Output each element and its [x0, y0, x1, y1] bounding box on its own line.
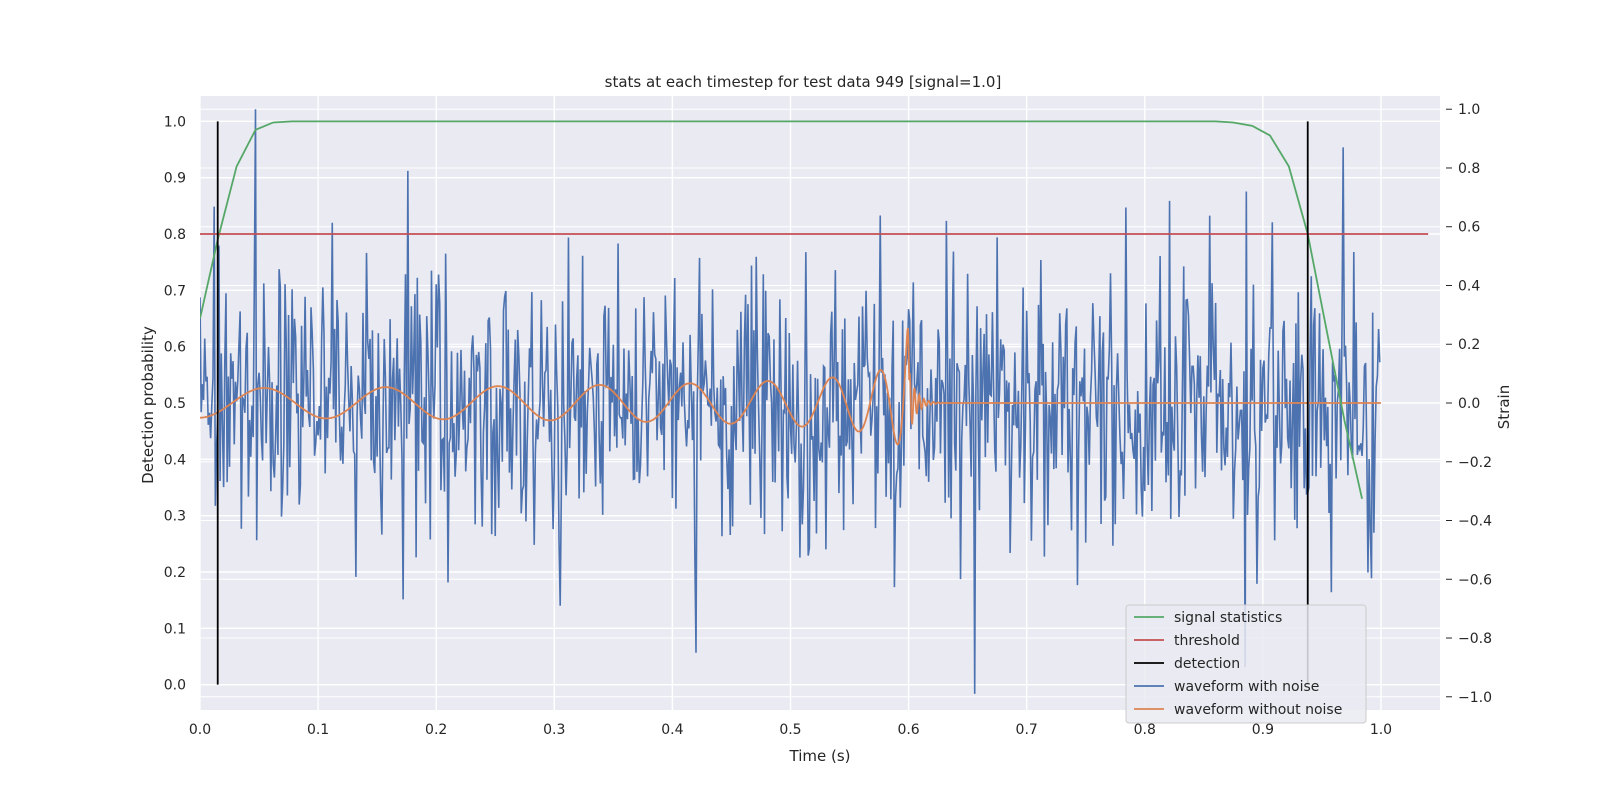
signal-statistics-line [200, 120, 1363, 499]
y-tick-label: 0.2 [164, 565, 186, 581]
y-tick-label: 0.4 [164, 452, 186, 468]
y-tick-label: 0.6 [164, 340, 186, 356]
legend-label: waveform with noise [1174, 679, 1319, 695]
legend-label: signal statistics [1174, 610, 1282, 626]
y2-tick-label: 0.8 [1458, 161, 1480, 177]
y2-tick-label: −1.0 [1458, 690, 1492, 706]
legend-box [1125, 604, 1367, 724]
x-tick-label: 0.4 [661, 722, 683, 738]
x-tick-label: 0.2 [425, 722, 447, 738]
legend-label: waveform without noise [1174, 702, 1342, 718]
y-tick-label: 1.0 [164, 114, 186, 130]
legend: signal statistics threshold detection wavef… [1125, 604, 1367, 724]
x-axis-label: Time (s) [789, 747, 851, 765]
x-tick-label: 0.9 [1252, 722, 1274, 738]
y-tick-label: 0.8 [164, 227, 186, 243]
y-tick-label: 0.7 [164, 283, 186, 299]
y-axis-left: 0.0 0.1 0.2 0.3 0.4 0.5 0.6 0.7 0.8 0.9 1.0 [164, 114, 186, 693]
y2-tick-label: −0.8 [1458, 631, 1492, 647]
y-tick-label: 0.0 [164, 678, 186, 694]
x-tick-label: 0.5 [779, 722, 801, 738]
x-axis: 0.0 0.1 0.2 0.3 0.4 0.5 0.6 0.7 0.8 0.9 1.0 [189, 722, 1392, 738]
x-tick-label: 1.0 [1370, 722, 1392, 738]
y2-tick-label: 0.2 [1458, 337, 1480, 353]
y2-tick-label: −0.4 [1458, 514, 1492, 530]
x-tick-label: 0.3 [543, 722, 565, 738]
x-tick-label: 0.0 [189, 722, 211, 738]
y-axis-label: Detection probability [139, 326, 157, 484]
y-tick-label: 0.9 [164, 171, 186, 187]
y2-tick-label: −0.2 [1458, 455, 1492, 471]
y2-tick-label: 0.6 [1458, 220, 1480, 236]
x-tick-label: 0.7 [1016, 722, 1038, 738]
x-tick-label: 0.6 [897, 722, 919, 738]
waveform-with-noise-line [200, 109, 1381, 694]
legend-label: threshold [1174, 633, 1240, 649]
chart-title: stats at each timestep for test data 949… [605, 73, 1002, 91]
y2-tick-label: 1.0 [1458, 102, 1480, 118]
legend-label: detection [1174, 656, 1240, 672]
y2-tick-label: 0.4 [1458, 278, 1480, 294]
x-tick-label: 0.1 [307, 722, 329, 738]
x-tick-label: 0.8 [1134, 722, 1156, 738]
y-axis-right: −1.0 −0.8 −0.6 −0.4 −0.2 0.0 0.2 0.4 0.6 0.8 1.0 [1446, 102, 1492, 706]
waveform-without-noise-line [200, 327, 1381, 446]
y-tick-label: 0.1 [164, 621, 186, 637]
y-tick-label: 0.5 [164, 396, 186, 412]
y2-axis-label: Strain [1495, 385, 1513, 429]
y2-tick-label: 0.0 [1458, 396, 1480, 412]
y-tick-label: 0.3 [164, 509, 186, 525]
y2-tick-label: −0.6 [1458, 572, 1492, 588]
series-layer [200, 109, 1429, 694]
